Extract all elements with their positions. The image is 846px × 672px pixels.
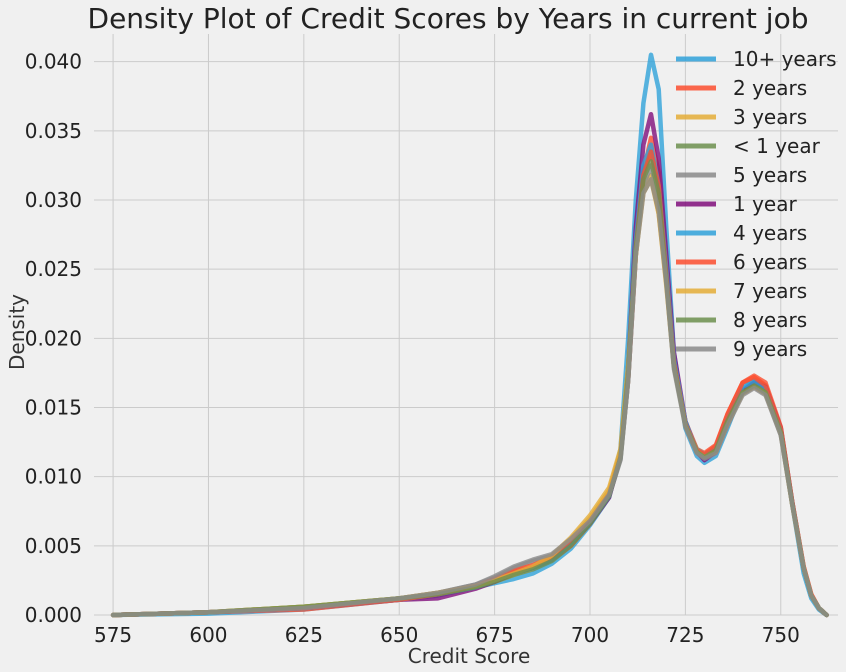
legend-label: 7 years xyxy=(733,279,807,303)
series-line-6 xyxy=(110,142,829,618)
legend-label: 5 years xyxy=(733,163,807,187)
legend-label: 9 years xyxy=(733,337,807,361)
x-tick-label: 575 xyxy=(94,623,132,647)
y-tick-label: 0.030 xyxy=(25,188,82,212)
y-axis-ticks: 0.000 0.005 0.010 0.015 0.020 0.025 0.030 0.035… xyxy=(25,50,82,627)
x-axis-label: Credit Score xyxy=(408,644,531,668)
y-tick-label: 0.025 xyxy=(25,257,82,281)
grid xyxy=(94,34,838,616)
legend: 10+ years 2 years 3 years < 1 year 5 years 1 … xyxy=(676,47,837,361)
y-tick-label: 0.015 xyxy=(25,396,82,420)
x-tick-label: 625 xyxy=(285,623,323,647)
x-tick-label: 750 xyxy=(762,623,800,647)
y-tick-label: 0.010 xyxy=(25,465,82,489)
y-axis-label: Density xyxy=(5,294,29,370)
x-tick-label: 700 xyxy=(571,623,609,647)
y-tick-label: 0.020 xyxy=(25,326,82,350)
series-lines xyxy=(110,52,829,618)
series-line-0 xyxy=(110,52,829,618)
x-axis-ticks: 575 600 625 650 675 700 725 750 xyxy=(94,623,800,647)
series-line-4 xyxy=(110,163,829,618)
series-line-9 xyxy=(110,159,829,618)
chart-title: Density Plot of Credit Scores by Years i… xyxy=(88,2,809,35)
legend-label: 8 years xyxy=(733,308,807,332)
y-tick-label: 0.000 xyxy=(25,603,82,627)
legend-label: 6 years xyxy=(733,250,807,274)
legend-label: 4 years xyxy=(733,221,807,245)
x-tick-label: 650 xyxy=(380,623,418,647)
y-tick-label: 0.035 xyxy=(25,119,82,143)
legend-label: 10+ years xyxy=(733,47,837,71)
legend-label: 3 years xyxy=(733,105,807,129)
x-tick-label: 675 xyxy=(476,623,514,647)
y-tick-label: 0.005 xyxy=(25,534,82,558)
series-line-8 xyxy=(110,177,829,618)
series-line-10 xyxy=(110,177,829,618)
series-line-5 xyxy=(110,111,829,618)
x-tick-label: 725 xyxy=(666,623,704,647)
legend-label: 2 years xyxy=(733,76,807,100)
legend-label: 1 year xyxy=(733,192,797,216)
y-tick-label: 0.040 xyxy=(25,50,82,74)
series-line-2 xyxy=(110,172,829,618)
series-line-1 xyxy=(110,135,829,618)
legend-label: < 1 year xyxy=(733,134,821,158)
x-tick-label: 600 xyxy=(189,623,227,647)
